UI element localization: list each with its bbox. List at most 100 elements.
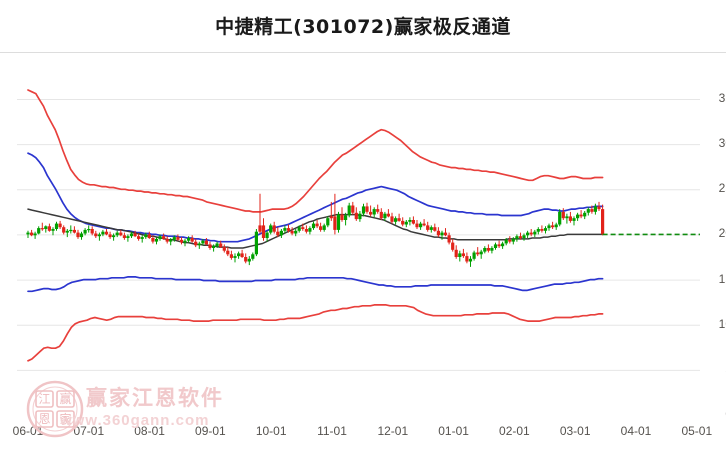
candle-body <box>33 233 37 236</box>
candle-body <box>504 239 508 244</box>
x-tick-label-12-01: 12-01 <box>377 424 409 438</box>
x-tick-label-02-01: 02-01 <box>499 424 530 438</box>
candle-body <box>26 232 30 235</box>
candle-body <box>308 228 312 232</box>
candle-body <box>37 228 41 234</box>
candle-body <box>58 223 62 228</box>
candle-body <box>129 233 134 237</box>
candle-body <box>172 237 176 240</box>
candle-body <box>229 254 233 258</box>
candle-body <box>219 243 223 248</box>
candle-body <box>162 236 166 239</box>
candle-body <box>187 238 191 241</box>
candle-body <box>190 238 194 242</box>
candle-body <box>411 220 415 224</box>
y-tick-label-35: 35 <box>718 91 726 105</box>
x-tick-label-03-01: 03-01 <box>559 424 591 438</box>
candle-body <box>394 218 398 222</box>
candle-body <box>319 226 323 230</box>
candle-body <box>87 229 91 231</box>
candle-body <box>290 230 294 234</box>
candle-body <box>576 214 580 219</box>
candle-body <box>47 226 51 231</box>
candle-body <box>536 229 540 232</box>
candle-body <box>194 241 198 246</box>
candle-body <box>586 209 590 213</box>
candle-body <box>415 223 419 228</box>
candle-body <box>169 239 173 242</box>
candle-body <box>261 225 266 238</box>
y-tick-label-15: 15 <box>718 271 726 286</box>
candle-body <box>254 231 258 255</box>
candle-body <box>222 247 226 251</box>
x-tick-label-01-01: 01-01 <box>438 424 469 438</box>
candle-body <box>493 244 498 248</box>
candle-body <box>601 209 605 235</box>
candle-body <box>336 214 341 230</box>
candle-body <box>94 233 98 237</box>
candle-body <box>454 249 458 257</box>
y-tick-label-25: 25 <box>718 181 726 196</box>
candle-body <box>497 244 501 247</box>
candle-body <box>458 253 462 257</box>
candle-body <box>483 248 487 252</box>
candle-body <box>83 229 87 234</box>
candle-body <box>479 251 483 255</box>
candle-body <box>351 205 355 213</box>
candle-body <box>311 223 316 229</box>
candle-body <box>540 229 544 231</box>
candle-body <box>176 237 180 240</box>
candle-body <box>590 209 594 212</box>
x-tick-label-10-01: 10-01 <box>255 424 287 438</box>
candle-body <box>165 238 169 242</box>
candle-body <box>283 228 287 231</box>
candle-body <box>154 238 159 242</box>
candle-body <box>233 256 237 258</box>
chart-svg <box>0 52 726 371</box>
candle-body <box>404 221 408 225</box>
y-tick-label-30: 30 <box>718 136 726 151</box>
x-tick-label-05-01: 05-01 <box>681 424 713 438</box>
x-tick-label-06-01: 06-01 <box>12 424 44 438</box>
candle-body <box>543 228 548 231</box>
candle-body <box>126 236 130 238</box>
x-tick-label-11-01: 11-01 <box>317 424 347 438</box>
x-tick-label-04-01: 04-01 <box>620 424 652 438</box>
candle-body <box>90 229 94 234</box>
series-line-0 <box>27 89 604 213</box>
x-tick-label-07-01: 07-01 <box>73 424 105 438</box>
candle-body <box>419 223 423 228</box>
candle-body <box>326 218 330 226</box>
candle-body <box>286 228 291 231</box>
y-tick-label-0: 0 <box>702 407 726 421</box>
y-tick-label-5: 5 <box>702 362 726 376</box>
candle-body <box>526 232 530 236</box>
candle-body <box>237 253 241 257</box>
candle-body <box>40 228 44 230</box>
candle-body <box>333 216 337 230</box>
candle-body <box>51 229 55 231</box>
candle-body <box>204 240 208 245</box>
candle-body <box>547 225 551 229</box>
candle-body <box>240 253 244 257</box>
candle-body <box>104 231 109 235</box>
chart-plot-area <box>0 52 726 415</box>
page-title: 中捷精工(301072)赢家极反通道 <box>215 16 511 38</box>
candle-body <box>554 224 558 228</box>
candle-body <box>183 240 187 243</box>
candle-body <box>372 209 376 215</box>
candle-body <box>465 256 469 262</box>
x-tick-label-08-01: 08-01 <box>134 424 165 438</box>
candle-body <box>269 225 273 233</box>
candle-body <box>529 232 533 235</box>
candle-body <box>137 236 141 239</box>
candle-body <box>340 214 344 220</box>
candle-body <box>386 213 390 217</box>
candle-body <box>568 216 572 221</box>
candle-body <box>133 233 137 237</box>
candle-body <box>69 229 73 232</box>
candle-body <box>429 227 433 230</box>
candle-body <box>322 225 326 230</box>
candle-body <box>329 216 333 219</box>
x-tick-label-09-01: 09-01 <box>195 424 226 438</box>
